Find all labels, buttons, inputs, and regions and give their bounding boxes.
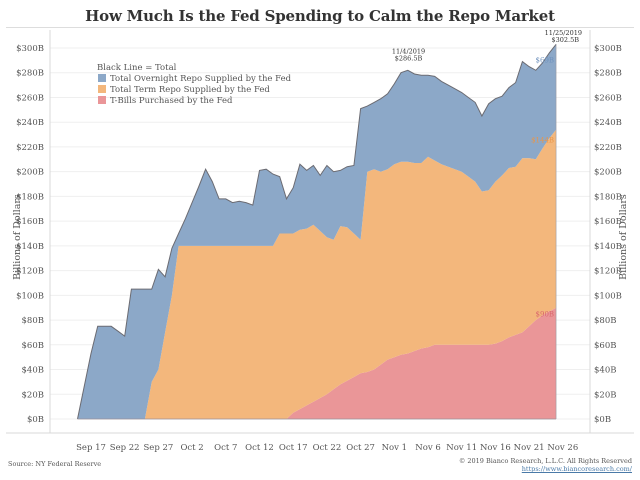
y-tick-label: $40B: [22, 366, 44, 376]
legend-note: Black Line = Total: [97, 63, 177, 73]
title-divider: [6, 27, 634, 28]
y-tick-label-right: $200B: [594, 168, 622, 178]
source-note: Source: NY Federal Reserve: [8, 460, 102, 468]
y-tick-label: $80B: [22, 316, 44, 326]
y-tick-label: $140B: [16, 242, 44, 252]
y-tick-label-right: $60B: [594, 341, 616, 351]
plot-frame: [6, 30, 634, 434]
end-label-term: $144B: [531, 137, 554, 145]
y-tick-label: $0B: [27, 415, 44, 425]
y-tick-label-right: $40B: [594, 366, 616, 376]
legend-swatch-overnight: [98, 74, 106, 82]
legend-label-overnight: Total Overnight Repo Supplied by the Fed: [110, 74, 292, 84]
x-tick-label: Nov 26: [547, 443, 578, 453]
y-tick-label-right: $260B: [594, 93, 622, 103]
y-tick-label: $220B: [16, 143, 44, 153]
legend-label-term: Total Term Repo Supplied by the Fed: [110, 85, 270, 95]
x-tick-label: Sep 22: [110, 443, 140, 453]
y-tick-label-right: $280B: [594, 69, 622, 79]
x-tick-label: Oct 17: [279, 443, 308, 453]
y-tick-label: $20B: [22, 390, 44, 400]
legend-swatch-tbills: [98, 96, 106, 104]
x-tick-label: Oct 12: [245, 443, 274, 453]
annotation-date-nov25: 11/25/2019: [545, 29, 582, 37]
y-tick-label: $240B: [16, 118, 44, 128]
y-tick-label-right: $180B: [594, 192, 622, 202]
y-axis-title-right: Billions of Dollars: [618, 194, 629, 280]
y-tick-label: $60B: [22, 341, 44, 351]
y-tick-label: $260B: [16, 93, 44, 103]
y-tick-label: $200B: [16, 168, 44, 178]
legend-label-tbills: T-Bills Purchased by the Fed: [110, 96, 233, 106]
x-tick-label: Nov 16: [480, 443, 511, 453]
annotation-date-nov4: 11/4/2019: [392, 48, 425, 56]
y-tick-label-right: $300B: [594, 44, 622, 54]
x-tick-label: Sep 27: [143, 443, 173, 453]
end-label-overnight: $69B: [536, 56, 555, 64]
x-tick-label: Oct 27: [346, 443, 375, 453]
y-tick-label: $180B: [16, 192, 44, 202]
copyright-block: © 2019 Bianco Research, L.L.C. All Right…: [459, 457, 632, 473]
x-tick-label: Nov 11: [446, 443, 477, 453]
y-tick-label-right: $0B: [594, 415, 611, 425]
y-axis-left: $0B $20B $40B $60B $80B $100B $120B $140B $160B $…: [16, 44, 44, 425]
legend-swatch-term: [98, 85, 106, 93]
annotation-value-nov4: $286.5B: [395, 55, 423, 63]
x-tick-label: Oct 7: [214, 443, 237, 453]
y-tick-label-right: $160B: [594, 217, 622, 227]
end-label-tbills: $90B: [536, 311, 555, 319]
y-tick-label-right: $20B: [594, 390, 616, 400]
y-tick-label-right: $100B: [594, 291, 622, 301]
y-tick-label: $160B: [16, 217, 44, 227]
x-tick-label: Oct 22: [313, 443, 342, 453]
y-tick-label: $300B: [16, 44, 44, 54]
y-tick-label: $280B: [16, 69, 44, 79]
area-overnight-repo: [77, 44, 557, 420]
x-tick-label: Oct 2: [180, 443, 203, 453]
area-tbills: [77, 307, 557, 419]
x-axis: Sep 17 Sep 22 Sep 27 Oct 2 Oct 7 Oct 12 Oct 17…: [76, 443, 578, 453]
y-tick-label-right: $120B: [594, 267, 622, 277]
y-tick-label-right: $140B: [594, 242, 622, 252]
legend: Black Line = Total Total Overnight Repo …: [97, 63, 292, 106]
x-tick-label: Sep 17: [76, 443, 106, 453]
chart-title: How Much Is the Fed Spending to Calm the…: [85, 7, 555, 25]
x-tick-label: Nov 21: [514, 443, 545, 453]
total-line: [77, 43, 557, 420]
copyright-text: © 2019 Bianco Research, L.L.C. All Right…: [458, 457, 632, 465]
area-term-repo: [77, 129, 557, 419]
y-axis-right: $0B $20B $40B $60B $80B $100B $120B $140B $160B $…: [594, 44, 622, 425]
series-areas: [77, 44, 557, 420]
total-line-path: [77, 43, 557, 420]
x-tick-label: Nov 6: [415, 443, 440, 453]
y-tick-label-right: $240B: [594, 118, 622, 128]
y-tick-label-right: $80B: [594, 316, 616, 326]
x-tick-label: Nov 1: [382, 443, 407, 453]
y-tick-label: $120B: [16, 267, 44, 277]
annotations: 11/4/2019 $286.5B 11/25/2019 $302.5B $69…: [392, 29, 582, 319]
y-axis-title-left: Billions of Dollars: [12, 194, 23, 280]
annotation-value-nov25: $302.5B: [552, 36, 580, 44]
y-tick-label-right: $220B: [594, 143, 622, 153]
y-tick-label: $100B: [16, 291, 44, 301]
website-link[interactable]: https://www.biancoresearch.com/: [521, 465, 632, 473]
